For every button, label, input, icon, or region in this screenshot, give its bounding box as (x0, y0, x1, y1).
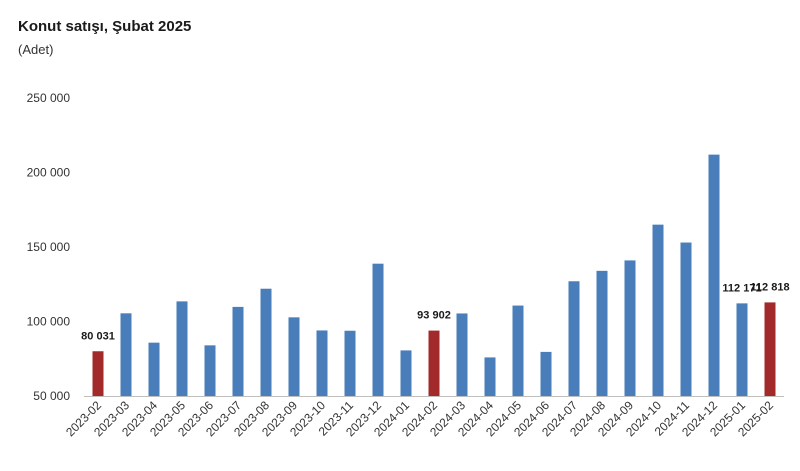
chart-title: Konut satışı, Şubat 2025 (18, 18, 192, 35)
bar-2023-02 (92, 351, 104, 396)
y-tick-label: 50 000 (33, 389, 70, 403)
bar-2024-07 (568, 281, 580, 396)
bar-2024-10 (652, 224, 664, 396)
bar-2024-11 (680, 242, 692, 396)
bar-2025-02 (764, 302, 776, 396)
bar-2023-10 (316, 330, 328, 396)
bar-2024-08 (596, 270, 608, 396)
y-tick-label: 150 000 (27, 240, 71, 254)
bar-2024-05 (512, 305, 524, 396)
data-label-2024-02: 93 902 (417, 310, 451, 322)
bar-2023-03 (120, 313, 132, 396)
bar-2025-01 (736, 303, 748, 396)
bar-2023-09 (288, 317, 300, 396)
bar-2024-12 (708, 154, 720, 396)
y-axis-ticks: 50 000 100 000 150 000 200 000 250 000 (27, 91, 71, 403)
bar-2023-06 (204, 345, 216, 396)
x-axis-ticks: 2023-022023-032023-042023-052023-062023-… (63, 398, 776, 439)
data-label-2025-01: 112 171 (722, 282, 761, 294)
bar-2023-04 (148, 342, 160, 396)
bar-2023-08 (260, 288, 272, 396)
y-tick-label: 250 000 (27, 91, 71, 105)
bar-2024-06 (540, 351, 552, 396)
bar-2024-09 (624, 260, 636, 396)
y-tick-label: 200 000 (27, 166, 71, 180)
bar-2023-11 (344, 330, 356, 396)
bar-2023-12 (372, 263, 384, 396)
bar-2024-03 (456, 313, 468, 396)
bar-2024-01 (400, 350, 412, 396)
bar-2024-04 (484, 357, 496, 396)
bar-2023-05 (176, 301, 188, 396)
chart-subtitle: (Adet) (18, 42, 54, 57)
y-tick-label: 100 000 (27, 315, 71, 329)
data-label-2025-02: 112 818 (750, 281, 789, 293)
bars (92, 154, 776, 396)
bar-2023-07 (232, 306, 244, 396)
bar-2024-02 (428, 330, 440, 396)
data-label-2023-02: 80 031 (81, 330, 115, 342)
